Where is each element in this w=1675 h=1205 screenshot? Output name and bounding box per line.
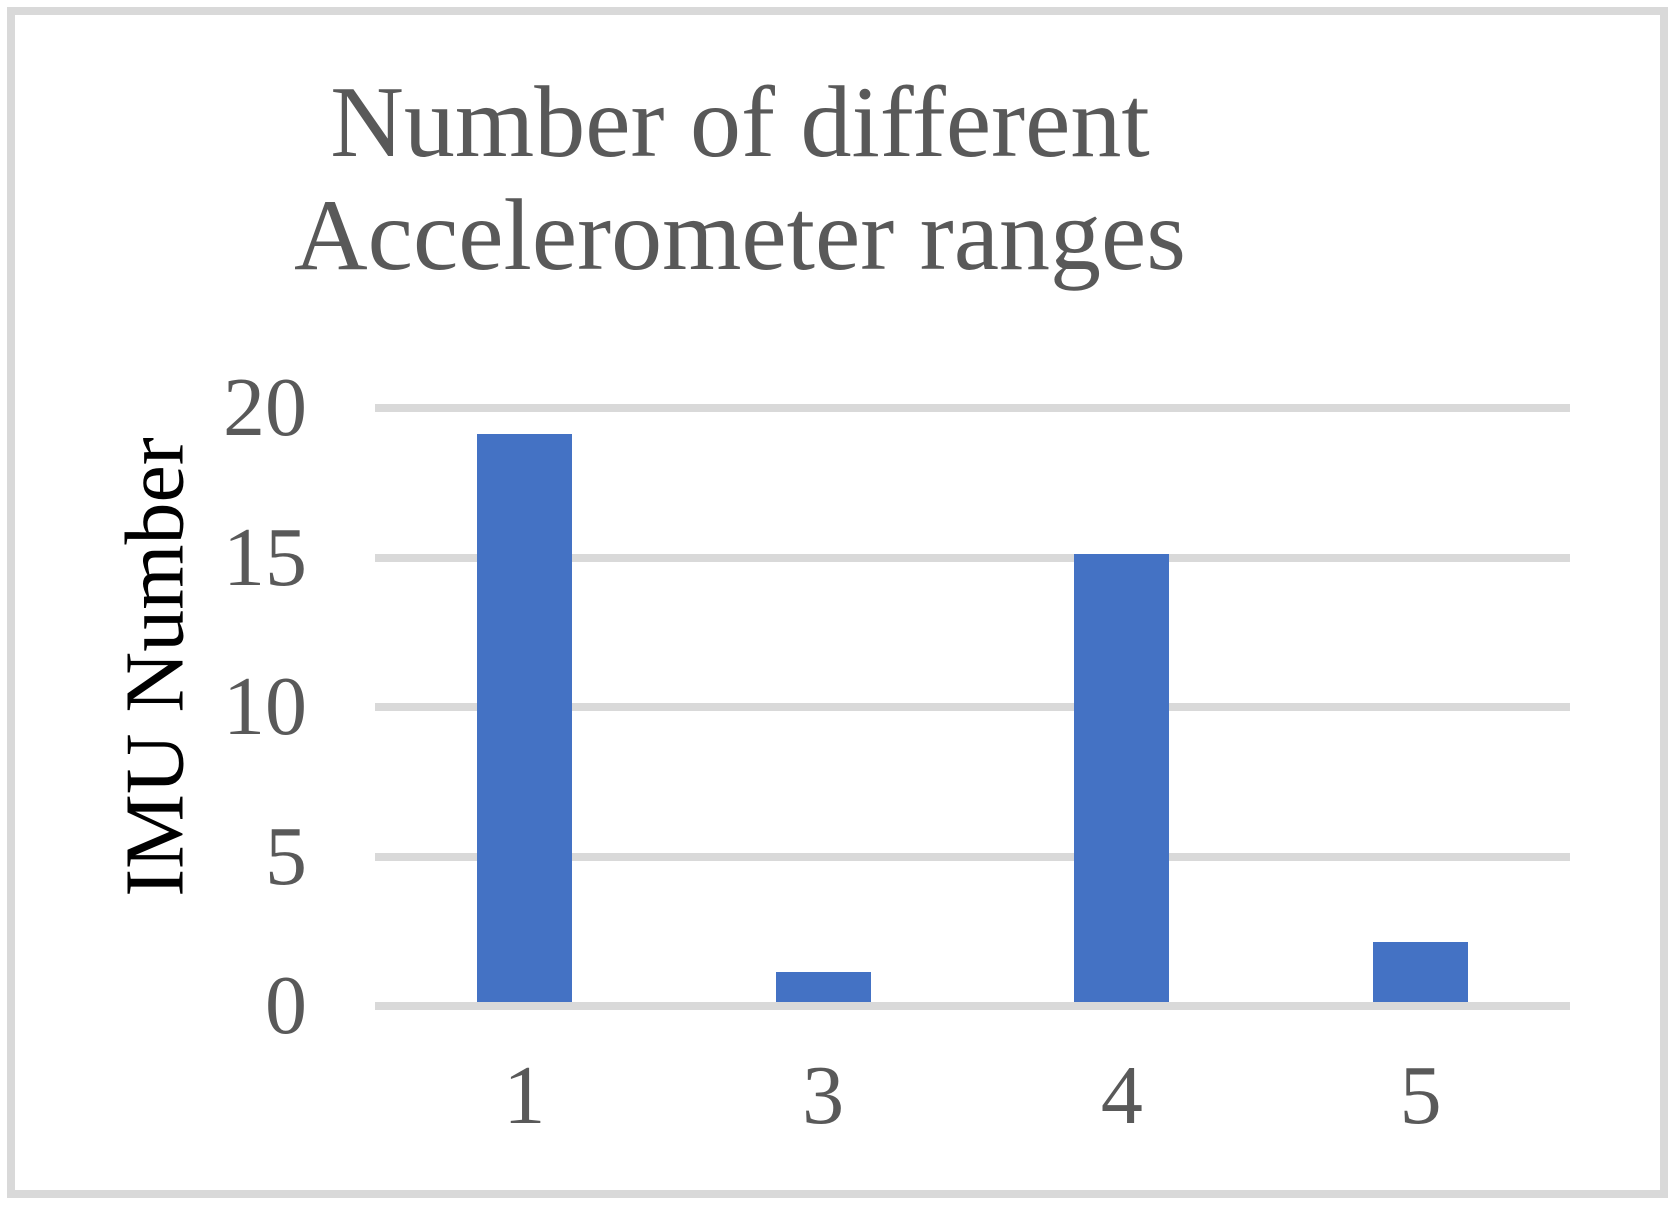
gridline-15 xyxy=(375,553,1570,562)
gridline-5 xyxy=(375,852,1570,861)
gridline-0 xyxy=(375,1002,1570,1010)
gridline-10 xyxy=(375,703,1570,711)
bar-category-3 xyxy=(775,972,871,1002)
x-tick-label-1: 1 xyxy=(503,1049,546,1142)
y-tick-label-20: 20 xyxy=(223,361,307,454)
y-tick-label-0: 0 xyxy=(265,959,307,1052)
bar-category-4 xyxy=(1074,553,1170,1002)
y-tick-label-10: 10 xyxy=(223,660,307,753)
x-tick-label-4: 4 xyxy=(1100,1049,1143,1142)
gridline-20 xyxy=(375,404,1570,412)
y-tick-label-15: 15 xyxy=(223,510,307,604)
bar-category-5 xyxy=(1373,942,1469,1002)
y-axis-tick-labels: 20 15 10 5 0 xyxy=(0,366,307,1048)
x-axis-tick-labels: 1 3 4 5 xyxy=(375,1046,1570,1146)
chart-title-line-1: Number of different xyxy=(330,66,1150,179)
x-tick-label-3: 3 xyxy=(802,1049,845,1142)
y-tick-label-5: 5 xyxy=(265,809,307,903)
chart-title-line-2: Accelerometer ranges xyxy=(294,179,1186,292)
plot-area xyxy=(375,404,1570,1010)
bar-category-1 xyxy=(476,433,572,1002)
x-tick-label-5: 5 xyxy=(1399,1049,1442,1142)
chart-title: Number of different Accelerometer ranges xyxy=(0,66,1480,292)
